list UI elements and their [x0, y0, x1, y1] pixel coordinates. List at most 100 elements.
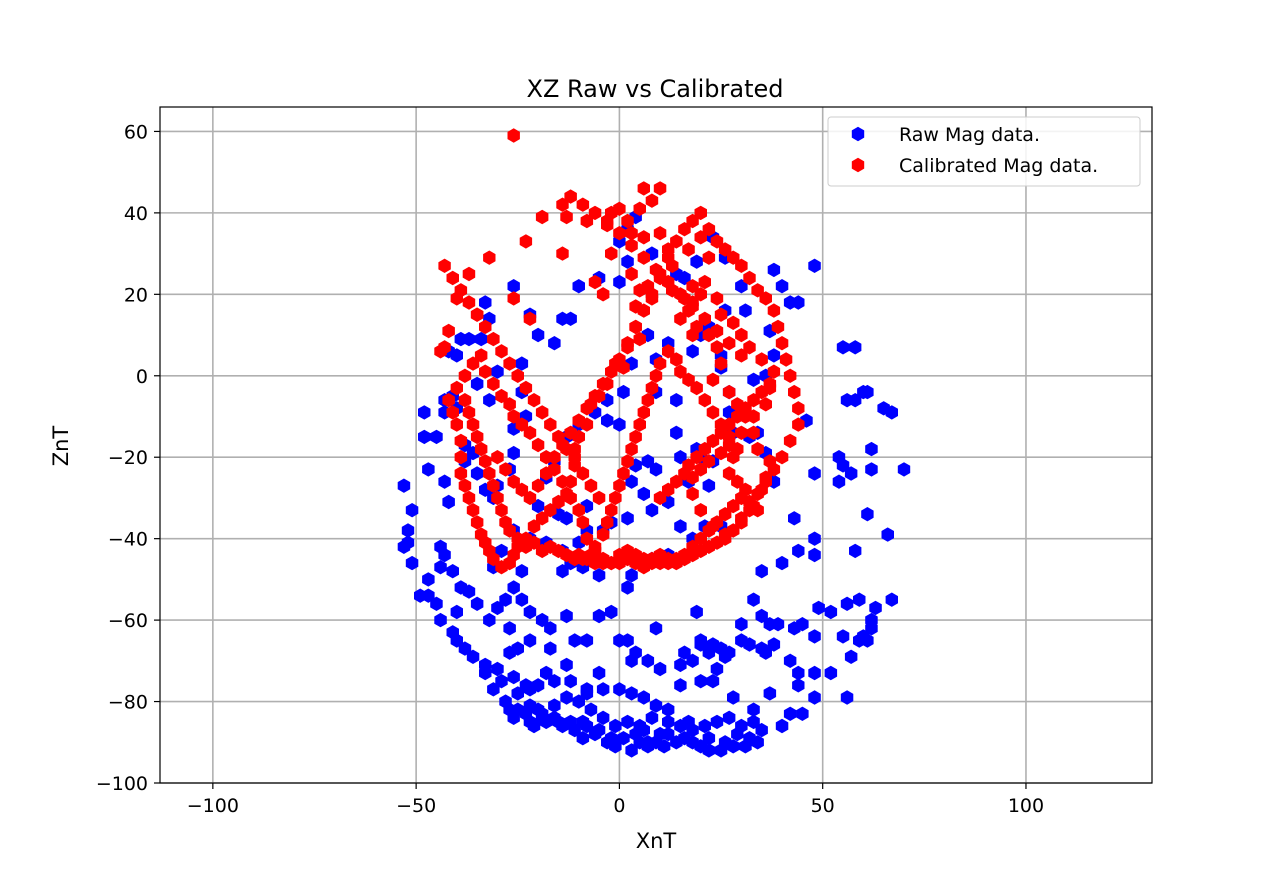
- data-point: [474, 331, 488, 347]
- data-point: [808, 258, 821, 273]
- data-point: [645, 287, 659, 302]
- data-point: [495, 503, 508, 518]
- data-point: [710, 340, 724, 355]
- data-point: [735, 348, 748, 363]
- data-point: [572, 503, 585, 518]
- data-point: [853, 592, 866, 607]
- data-point: [458, 393, 472, 408]
- data-point: [491, 364, 504, 379]
- data-point: [462, 405, 476, 420]
- data-point: [621, 454, 634, 469]
- data-point: [836, 340, 850, 355]
- data-point: [682, 372, 695, 387]
- data-point: [649, 698, 663, 713]
- data-point: [422, 462, 435, 477]
- data-point: [686, 653, 699, 668]
- data-point: [499, 462, 512, 477]
- data-point: [755, 384, 768, 400]
- data-point: [470, 515, 484, 530]
- data-point: [722, 645, 736, 660]
- data-point: [470, 376, 484, 392]
- data-point: [865, 462, 878, 477]
- data-point: [714, 356, 728, 371]
- data-point: [483, 612, 496, 628]
- data-point: [596, 527, 610, 542]
- y-tick-label: −100: [96, 773, 148, 795]
- data-point: [662, 250, 675, 265]
- data-point: [727, 315, 740, 330]
- data-point: [755, 608, 768, 624]
- data-point: [775, 718, 789, 734]
- data-point: [637, 722, 650, 738]
- x-tick-label: 50: [811, 795, 835, 817]
- data-point: [474, 527, 488, 542]
- data-point: [454, 433, 468, 449]
- data-point: [470, 429, 484, 445]
- data-point: [596, 710, 610, 725]
- data-point: [576, 466, 590, 481]
- data-point: [552, 714, 565, 730]
- data-point: [775, 336, 789, 351]
- data-point: [596, 682, 610, 697]
- data-point: [507, 669, 520, 685]
- data-point: [584, 702, 598, 717]
- data-point: [572, 547, 585, 563]
- data-point: [694, 287, 707, 302]
- data-point: [535, 209, 549, 225]
- data-point: [633, 283, 646, 298]
- axis-ticks: −100 −50 0 50 100 −100 −80 −60 −40 −20 0 20 40 60: [96, 121, 1044, 817]
- data-point: [531, 327, 545, 343]
- data-point: [637, 181, 650, 196]
- data-point: [645, 193, 659, 208]
- data-point: [743, 270, 756, 286]
- data-point: [865, 441, 878, 457]
- data-point: [633, 735, 646, 750]
- data-point: [556, 564, 569, 579]
- data-point: [735, 327, 748, 343]
- y-tick-label: −80: [108, 692, 148, 714]
- data-point: [637, 486, 650, 502]
- data-point: [662, 344, 675, 359]
- data-point: [564, 714, 577, 730]
- data-point: [617, 731, 630, 746]
- data-point: [613, 226, 626, 241]
- data-point: [544, 417, 557, 432]
- data-point: [641, 393, 655, 408]
- data-point: [743, 637, 756, 652]
- data-point: [613, 352, 626, 367]
- data-point: [523, 633, 537, 648]
- data-point: [527, 718, 541, 734]
- data-point: [739, 482, 752, 497]
- x-tick-label: 100: [1008, 795, 1044, 817]
- data-point: [446, 405, 459, 420]
- data-point: [507, 474, 520, 489]
- data-point: [458, 641, 472, 656]
- data-point: [674, 450, 687, 465]
- data-point: [434, 344, 447, 359]
- y-tick-label: −60: [108, 610, 148, 632]
- data-point: [731, 441, 744, 457]
- data-point: [479, 454, 492, 469]
- data-point: [751, 441, 764, 457]
- data-point: [548, 674, 561, 689]
- data-point: [763, 617, 777, 632]
- legend-hexagon-icon: [851, 126, 865, 142]
- data-point: [755, 352, 768, 367]
- data-point: [694, 674, 707, 689]
- data-point: [580, 213, 594, 229]
- data-point: [706, 433, 720, 449]
- data-point: [808, 547, 821, 563]
- data-point: [808, 629, 821, 644]
- data-point: [788, 384, 801, 400]
- data-point: [637, 690, 650, 705]
- data-point: [694, 230, 707, 245]
- data-point: [548, 450, 561, 465]
- data-point: [722, 466, 736, 481]
- data-point: [576, 731, 590, 746]
- data-point: [605, 364, 618, 379]
- data-point: [649, 621, 663, 636]
- data-point: [507, 445, 520, 461]
- data-point: [556, 197, 569, 212]
- x-tick-label: 0: [613, 795, 625, 817]
- data-point: [418, 429, 431, 445]
